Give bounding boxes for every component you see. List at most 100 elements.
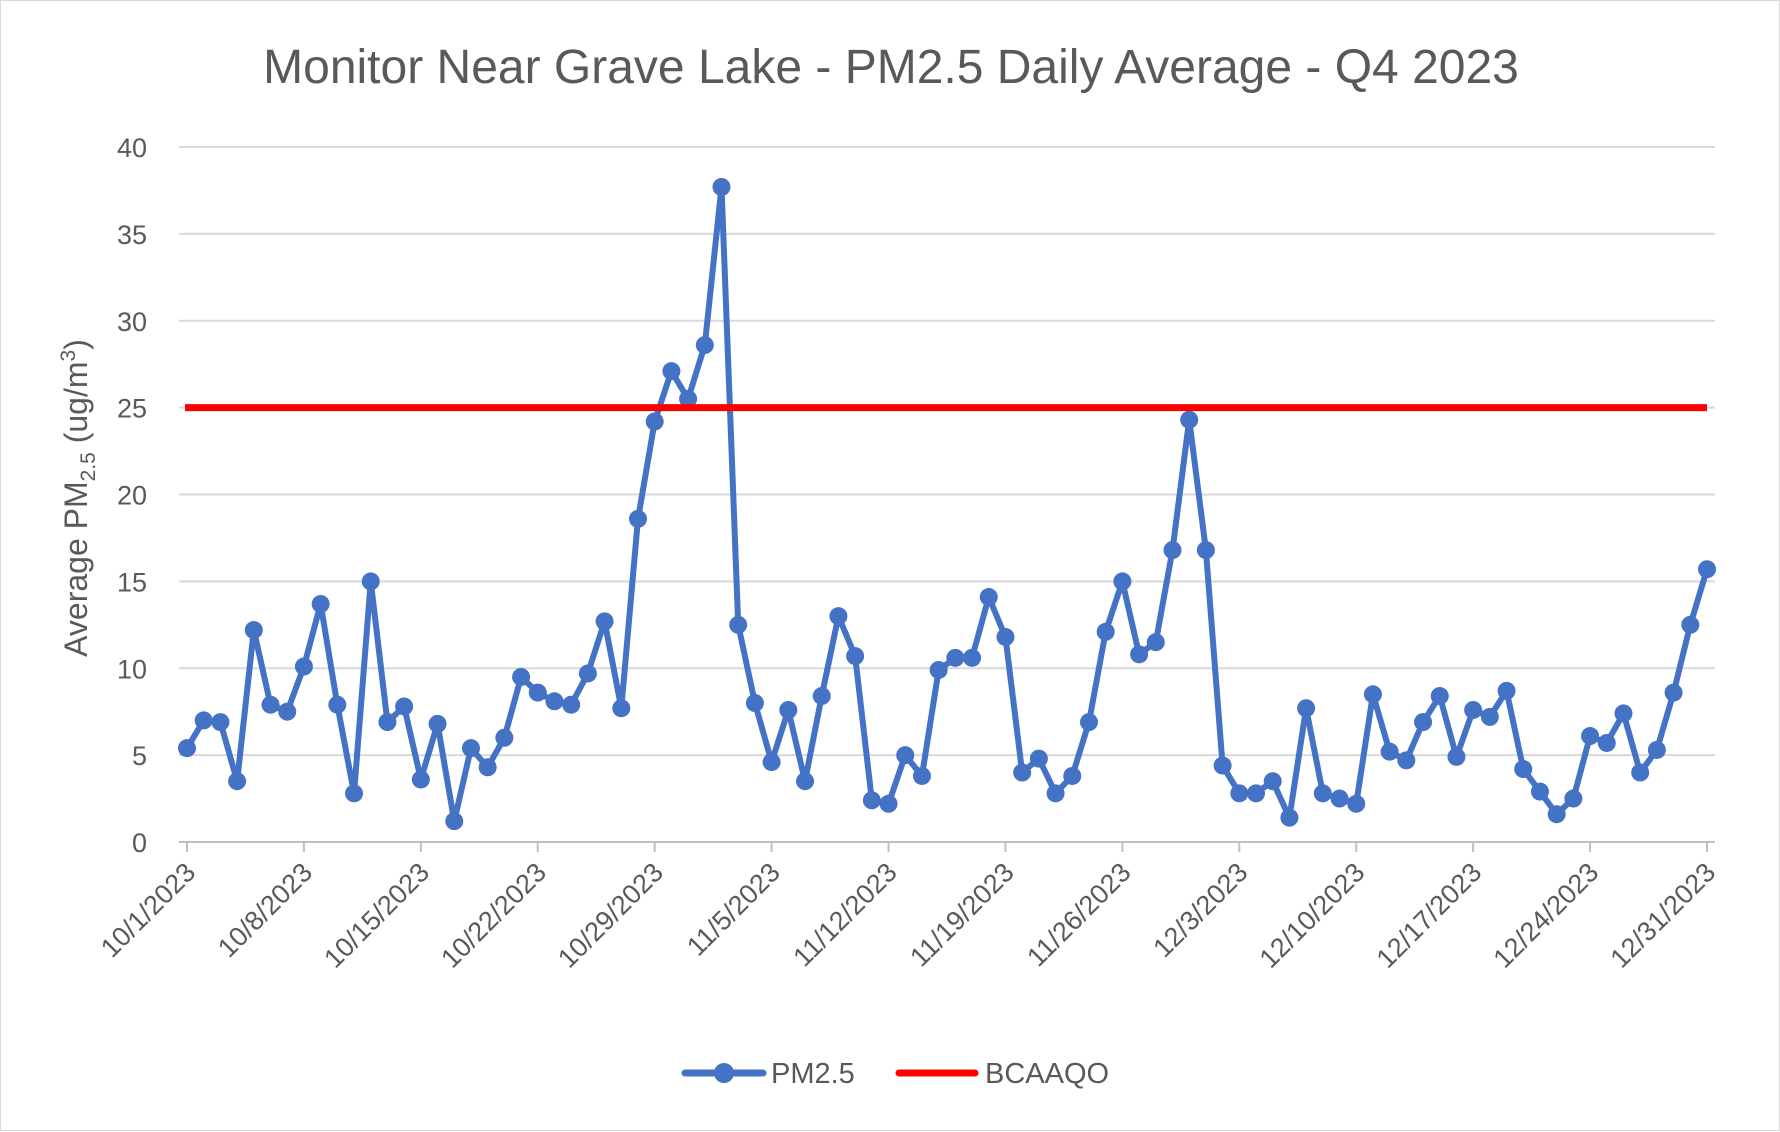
data-point-pm25	[1414, 713, 1433, 732]
data-point-pm25	[1564, 789, 1583, 808]
data-point-pm25	[612, 699, 631, 718]
y-tick-label-10: 10	[117, 654, 147, 684]
data-point-pm25	[812, 687, 831, 706]
data-point-pm25	[478, 758, 497, 777]
data-point-pm25	[1330, 789, 1349, 808]
data-point-pm25	[294, 657, 313, 676]
legend-label-pm25: PM2.5	[771, 1058, 855, 1090]
data-point-pm25	[745, 694, 764, 712]
data-point-pm25	[178, 739, 196, 758]
data-point-pm25	[1530, 782, 1549, 801]
data-point-pm25	[562, 695, 581, 714]
data-point-pm25	[1163, 541, 1182, 560]
y-axis-label-subscript: 2.5	[77, 452, 100, 481]
data-point-pm25	[879, 794, 898, 813]
data-point-pm25	[929, 660, 948, 679]
data-point-pm25	[1230, 784, 1249, 803]
data-point-pm25	[729, 615, 748, 634]
data-point-pm25	[695, 336, 714, 355]
data-point-pm25	[495, 728, 514, 747]
data-point-pm25	[979, 588, 998, 607]
data-point-pm25	[862, 791, 881, 810]
legend-item-bcaaqo: BCAAQO	[895, 1058, 1109, 1090]
data-point-pm25	[1079, 713, 1098, 732]
y-tick-label-25: 25	[117, 394, 147, 424]
data-point-pm25	[1130, 645, 1149, 664]
legend-label-bcaaqo: BCAAQO	[985, 1058, 1109, 1090]
x-tick-label: 12/17/2023	[1371, 857, 1488, 974]
data-point-pm25	[846, 647, 865, 666]
data-point-pm25	[228, 772, 247, 791]
data-point-pm25	[1397, 751, 1416, 770]
data-point-pm25	[1096, 622, 1115, 641]
data-point-pm25	[1063, 766, 1082, 785]
data-point-pm25	[1430, 687, 1449, 706]
y-tick-labels: 0 5 10 15 20 25 30 35 40	[117, 133, 147, 858]
x-tick-label: 12/24/2023	[1488, 857, 1605, 974]
data-point-pm25	[512, 667, 531, 686]
data-point-pm25	[1297, 699, 1316, 718]
data-point-pm25	[1664, 683, 1683, 702]
x-tick-label: 11/12/2023	[787, 857, 902, 972]
data-point-pm25	[829, 607, 848, 626]
x-tick-label: 12/31/2023	[1604, 857, 1721, 974]
data-point-pm25	[963, 648, 982, 667]
data-point-pm25	[428, 714, 447, 733]
data-point-pm25	[645, 412, 664, 431]
x-tick-label: 10/1/2023	[95, 857, 201, 963]
data-point-pm25	[1196, 541, 1215, 560]
data-point-pm25	[996, 627, 1015, 646]
series-line-pm25	[184, 183, 1710, 825]
x-tick-label: 10/29/2023	[552, 857, 669, 974]
data-point-pm25	[194, 711, 213, 730]
data-point-pm25	[1029, 749, 1048, 768]
x-tick-label: 12/3/2023	[1147, 857, 1253, 963]
data-point-pm25	[1263, 772, 1282, 791]
data-point-pm25	[395, 697, 414, 716]
data-point-pm25	[378, 713, 397, 732]
y-tick-label-40: 40	[117, 133, 147, 163]
data-point-pm25	[1631, 763, 1650, 782]
y-tick-label-5: 5	[132, 741, 147, 771]
data-point-pm25	[261, 695, 280, 714]
data-point-pm25	[946, 648, 965, 667]
data-point-pm25	[244, 621, 263, 640]
data-point-pm25	[1614, 704, 1633, 723]
data-point-pm25	[211, 713, 230, 732]
x-tick-label: 11/26/2023	[1021, 857, 1136, 972]
data-point-pm25	[1698, 560, 1716, 579]
data-point-pm25	[1213, 756, 1232, 775]
data-point-pm25	[311, 594, 330, 613]
data-point-pm25	[1280, 808, 1299, 827]
y-tick-label-30: 30	[117, 307, 147, 337]
data-point-pm25	[1313, 784, 1332, 803]
data-point-pm25	[662, 362, 681, 381]
data-point-pm25	[328, 695, 347, 714]
data-point-pm25	[1681, 615, 1700, 634]
y-tick-label-0: 0	[132, 828, 147, 858]
data-point-pm25	[595, 612, 614, 631]
data-point-pm25	[779, 700, 798, 719]
data-point-pm25	[1480, 707, 1499, 726]
data-point-pm25	[1113, 572, 1132, 591]
legend-marker-pm25	[714, 1063, 734, 1083]
data-point-pm25	[1013, 763, 1032, 782]
data-point-pm25	[712, 177, 731, 196]
y-axis-label-superscript: 3	[57, 350, 80, 362]
chart-title: Monitor Near Grave Lake - PM2.5 Daily Av…	[263, 41, 1519, 94]
data-point-pm25	[1647, 740, 1666, 759]
data-point-pm25	[528, 683, 547, 702]
x-tick-labels: 10/1/2023 10/8/2023 10/15/2023 10/22/2023 10…	[95, 842, 1721, 974]
data-point-pm25	[1497, 681, 1516, 700]
data-point-pm25	[796, 772, 815, 791]
data-point-pm25	[1380, 742, 1399, 761]
data-point-pm25	[1046, 784, 1065, 803]
y-tick-label-15: 15	[117, 567, 147, 597]
x-tick-label: 10/8/2023	[212, 857, 318, 963]
data-point-pm25	[578, 664, 597, 683]
data-point-pm25	[411, 770, 430, 789]
legend-item-pm25: PM2.5	[681, 1058, 855, 1090]
x-tick-label: 10/15/2023	[318, 857, 435, 974]
data-point-pm25	[679, 389, 698, 408]
